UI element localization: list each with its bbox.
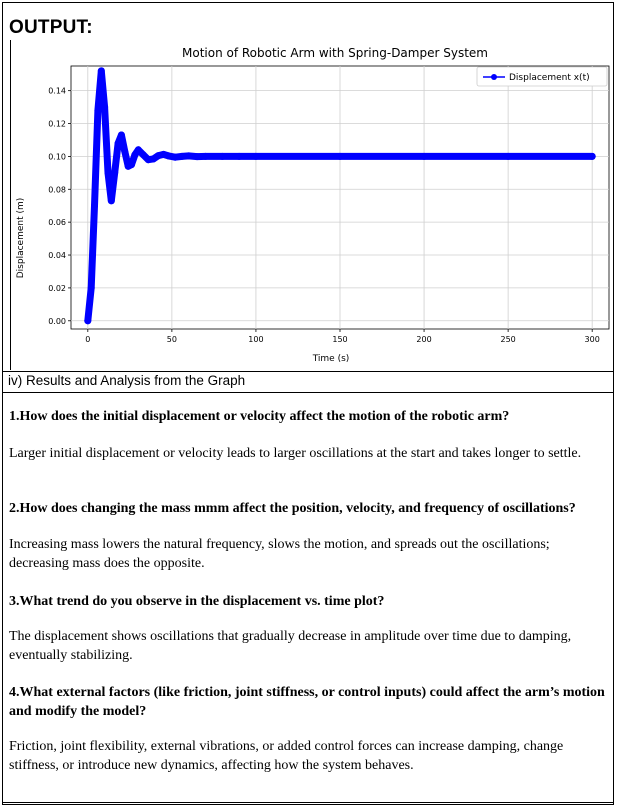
y-axis-ticks: 0.00 0.02 0.04 0.06 0.08 0.10 0.12 0.14 [48,87,71,326]
answer-3: The displacement shows oscillations that… [9,629,572,663]
data-point [420,152,428,160]
y-tick-label: 0.08 [48,185,66,194]
x-tick-label: 150 [332,335,347,344]
question-2: 2.How does changing the mass mmm affect … [9,501,576,516]
data-point [185,152,193,160]
y-tick-label: 0.14 [48,87,66,96]
x-tick-label: 300 [585,335,600,344]
data-point [131,151,139,159]
y-tick-label: 0.06 [48,218,66,227]
series-line [84,67,596,325]
displacement-chart: Motion of Robotic Arm with Spring-Damper… [10,40,613,370]
x-tick-label: 250 [500,335,515,344]
data-point [165,152,172,160]
data-point [107,197,115,205]
data-point [104,169,112,177]
answer-1: Larger initial displacement or velocity … [9,446,582,461]
y-tick-label: 0.02 [48,284,66,293]
data-point [84,317,92,325]
data-point [94,106,102,114]
data-point [111,169,119,177]
data-point [171,153,179,161]
question-1: 1.How does the initial displacement or v… [9,409,510,424]
x-axis-label: Time (s) [312,354,350,364]
y-axis-label: Displacement (m) [16,198,26,279]
section-title: iv) Results and Analysis from the Graph [8,373,246,388]
legend-label: Displacement x(t) [509,73,590,83]
data-point [97,67,105,75]
data-point [202,152,209,160]
data-point [121,148,129,155]
series-layer [84,67,596,325]
x-tick-label: 0 [85,335,90,344]
section-title-divider [2,392,614,393]
data-point [149,155,157,163]
legend-marker [491,74,497,80]
section-divider [2,371,614,372]
data-point [139,151,147,159]
data-point [117,131,125,139]
data-point [178,152,186,160]
question-3: 3.What trend do you observe in the displ… [9,594,385,609]
data-point [588,152,596,160]
data-point [128,161,135,169]
output-label: OUTPUT: [9,17,93,38]
x-tick-label: 100 [248,335,263,344]
x-tick-label: 200 [416,335,431,344]
y-tick-label: 0.04 [48,251,66,260]
chart-title: Motion of Robotic Arm with Spring-Damper… [182,46,488,60]
legend: Displacement x(t) [476,66,608,87]
bottom-divider [2,802,614,803]
answer-4: Friction, joint flexibility, external vi… [9,739,564,773]
question-4: 4.What external factors (like friction, … [9,685,605,719]
y-tick-label: 0.12 [48,120,66,129]
data-point [114,139,122,147]
x-axis-ticks: 0 50 100 150 200 250 300 [85,329,600,344]
data-point [87,284,95,292]
data-point [336,152,344,160]
chart-svg: Motion of Robotic Arm with Spring-Damper… [16,46,610,364]
legend-box [476,66,608,87]
data-point [91,202,98,210]
data-point [218,152,226,160]
answer-2: Increasing mass lowers the natural frequ… [9,537,550,571]
data-point [235,152,243,160]
data-point [101,103,109,111]
y-tick-label: 0.10 [48,152,66,161]
x-tick-label: 50 [167,335,177,344]
data-point [193,153,201,161]
data-point [252,152,260,160]
data-point [134,146,142,154]
y-tick-label: 0.00 [48,317,66,326]
data-point [504,152,512,160]
